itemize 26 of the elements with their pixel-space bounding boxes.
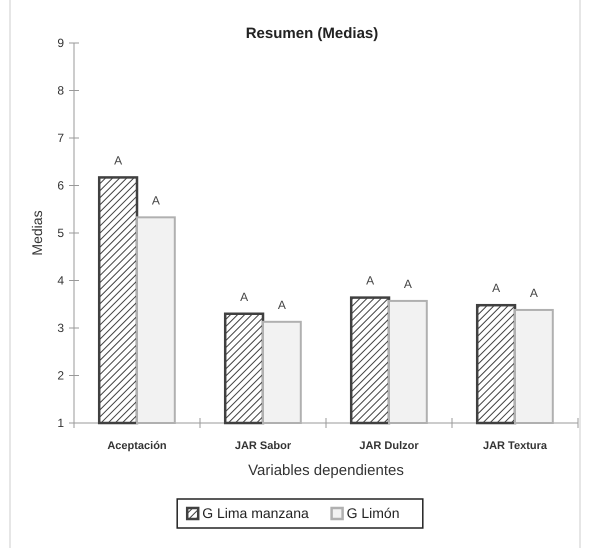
data-label: A (492, 281, 500, 296)
y-tick-label: 7 (57, 131, 64, 146)
data-label: A (366, 274, 374, 288)
y-tick-label: 1 (57, 416, 64, 430)
legend-label: G Lima manzana (202, 505, 310, 521)
y-tick-label: 4 (57, 274, 64, 288)
data-label: A (404, 276, 412, 291)
x-tick-label: Aceptación (107, 440, 167, 452)
x-tick-label: JAR Sabor (234, 440, 292, 452)
y-tick-label: 8 (57, 84, 64, 98)
legend-label: G Limón (346, 505, 400, 521)
data-label: A (152, 193, 160, 208)
y-tick-label: 3 (57, 321, 64, 336)
data-label: A (114, 153, 122, 168)
x-tick-label: JAR Dulzor (359, 440, 420, 452)
chart-title: Resumen (Medias) (246, 25, 378, 42)
data-label: A (278, 298, 286, 312)
y-tick-label: 9 (57, 36, 64, 50)
data-label: A (530, 286, 538, 300)
x-axis-title: Variables dependientes (248, 462, 404, 479)
y-tick-label: 6 (57, 178, 64, 193)
y-axis-title: Medias (29, 210, 45, 256)
data-label: A (240, 290, 248, 304)
y-tick-label: 5 (57, 226, 64, 240)
x-tick-label: JAR Textura (483, 440, 548, 452)
y-tick-label: 2 (57, 368, 64, 383)
